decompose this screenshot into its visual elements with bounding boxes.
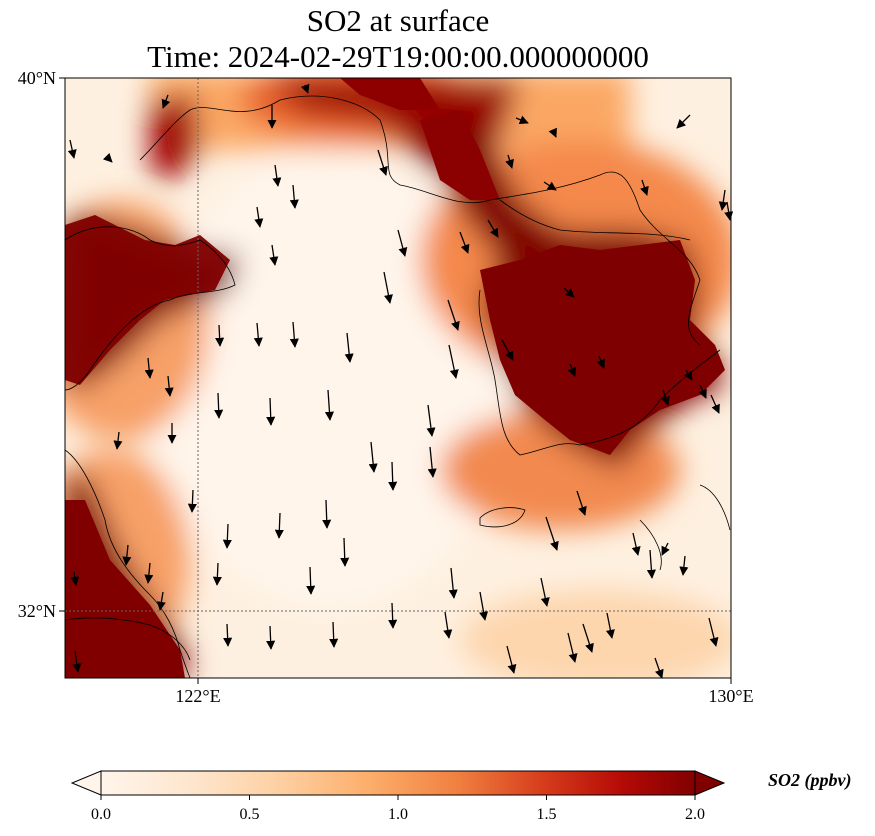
lon-label-130e: 130°E (708, 686, 754, 706)
wind-arrow (543, 181, 557, 191)
wind-arrow (266, 625, 276, 650)
lat-label-40n: 40°N (17, 68, 56, 88)
wind-arrow (679, 555, 689, 576)
wind-arrow (329, 621, 339, 648)
wind-arrow (161, 94, 171, 109)
axis-ticks (59, 77, 732, 684)
wind-arrow (567, 632, 578, 663)
wind-arrow (67, 139, 77, 159)
wind-arrow (72, 650, 82, 673)
colorbar-tick-label: 1.0 (388, 806, 408, 823)
wind-arrow (708, 617, 719, 647)
wind-arrow (272, 164, 282, 187)
wind-arrow (254, 206, 264, 228)
wind-arrow (368, 441, 378, 473)
lat-label-32n: 32°N (17, 601, 56, 621)
wind-arrow (324, 389, 334, 421)
wind-arrow (646, 549, 656, 579)
colorbar-extend-min (70, 770, 102, 796)
wind-arrow (676, 114, 691, 129)
wind-arrow (340, 537, 350, 567)
wind-arrow (215, 324, 225, 347)
wind-arrow (426, 404, 436, 437)
wind-arrow (640, 179, 649, 196)
wind-arrow (448, 344, 459, 379)
colorbar-title: SO2 (ppbv) (768, 770, 852, 790)
wind-arrow (397, 229, 408, 257)
map-frame (64, 77, 732, 679)
wind-arrow (443, 611, 453, 639)
gridlines (65, 78, 731, 678)
wind-arrow (344, 332, 354, 363)
colorbar-extend-max (694, 770, 726, 796)
wind-arrow (322, 499, 332, 529)
wind-vectors (67, 83, 734, 679)
colorbar-gradient (101, 771, 695, 795)
wind-arrow (427, 446, 437, 478)
wind-arrow (164, 375, 174, 397)
wind-arrow (661, 389, 670, 406)
wind-arrow (223, 623, 233, 647)
wind-arrow (548, 127, 557, 138)
wind-arrow (661, 542, 670, 556)
wind-arrow (144, 562, 154, 584)
wind-arrow (383, 271, 393, 304)
colorbar (70, 770, 726, 800)
wind-arrow (576, 490, 587, 516)
wind-arrow (222, 523, 232, 549)
wind-arrow (505, 154, 514, 169)
colorbar-tick-label: 2.0 (685, 806, 705, 823)
wind-arrow (654, 657, 664, 679)
wind-arrow (144, 357, 154, 379)
wind-arrow (388, 461, 398, 491)
wind-arrow (306, 566, 316, 595)
wind-arrow (212, 562, 222, 586)
wind-arrow (563, 287, 575, 298)
wind-arrow (289, 321, 299, 348)
wind-arrow (545, 516, 559, 551)
wind-arrow (582, 623, 594, 653)
wind-arrow (506, 645, 517, 674)
wind-arrow (683, 369, 693, 381)
wind-arrow (718, 189, 728, 211)
wind-arrow (631, 532, 641, 556)
wind-arrow (113, 431, 123, 450)
wind-arrow (605, 612, 615, 639)
wind-arrow (724, 201, 734, 221)
wind-arrow (698, 384, 707, 399)
wind-arrow (377, 149, 388, 176)
wind-arrow (187, 489, 197, 513)
wind-arrow (479, 591, 489, 621)
wind-arrow (274, 512, 284, 539)
wind-arrow (487, 219, 499, 238)
so2-heatmap (65, 78, 731, 678)
wind-arrow (156, 591, 166, 611)
wind-arrow (448, 567, 458, 599)
wind-arrow (102, 152, 113, 163)
wind-arrow (540, 577, 550, 607)
wind-arrow (515, 115, 529, 125)
lon-label-122e: 122°E (175, 686, 221, 706)
wind-arrow (214, 392, 224, 419)
colorbar-tick-label: 0.5 (239, 806, 260, 823)
wind-arrow (253, 322, 263, 347)
wind-arrow (122, 544, 132, 566)
map-title: SO2 at surface (306, 3, 490, 38)
colorbar-tick-label: 0.0 (91, 806, 111, 823)
wind-arrow (269, 244, 279, 266)
wind-arrow (447, 299, 460, 331)
wind-arrow (388, 602, 398, 629)
wind-arrow (710, 394, 720, 414)
wind-arrow (567, 363, 577, 377)
wind-arrow (70, 571, 80, 586)
wind-arrow (596, 355, 606, 369)
wind-arrow (266, 397, 276, 426)
wind-arrow (300, 83, 310, 94)
colorbar-tick-label: 1.5 (536, 806, 557, 823)
wind-arrow (289, 184, 299, 209)
wind-arrow (501, 339, 514, 361)
wind-arrow (459, 231, 470, 254)
map-subtitle: Time: 2024-02-29T19:00:00.000000000 (147, 39, 649, 74)
